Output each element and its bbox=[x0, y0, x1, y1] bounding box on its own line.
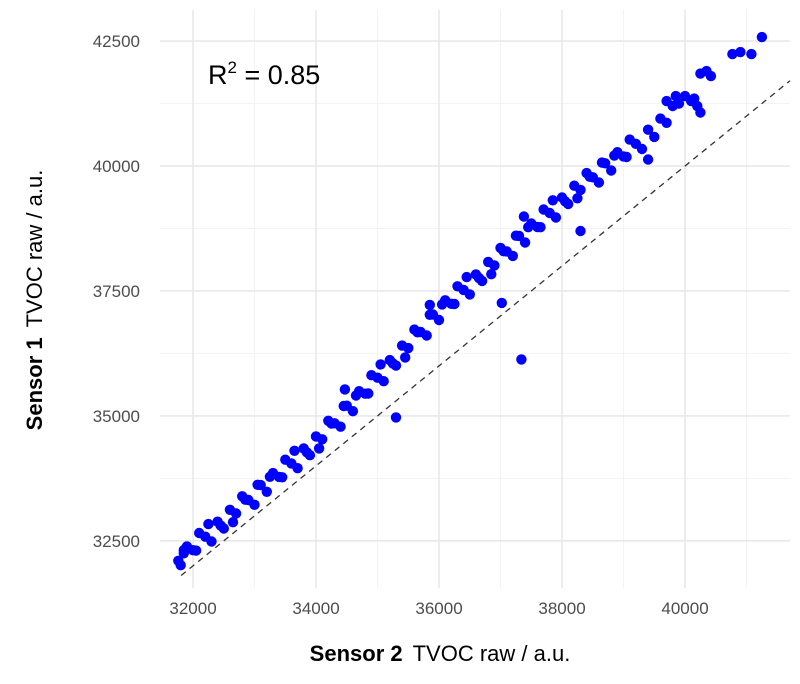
data-point bbox=[661, 117, 672, 128]
data-point bbox=[178, 548, 189, 559]
x-axis-ticks: 32000 34000 36000 38000 40000 bbox=[169, 599, 708, 618]
data-point bbox=[277, 472, 288, 483]
identity-reference-line bbox=[180, 80, 791, 577]
data-point bbox=[264, 471, 276, 482]
data-point bbox=[464, 289, 475, 300]
data-point bbox=[461, 271, 472, 283]
data-point bbox=[173, 555, 184, 566]
data-point bbox=[670, 90, 681, 102]
data-point bbox=[489, 260, 500, 271]
x-tick-label: 34000 bbox=[292, 599, 339, 618]
data-point bbox=[436, 299, 448, 310]
data-point bbox=[339, 384, 351, 395]
data-point bbox=[215, 520, 226, 531]
data-point bbox=[636, 143, 648, 155]
data-point bbox=[642, 154, 654, 165]
data-point bbox=[642, 124, 654, 135]
data-point bbox=[375, 359, 386, 370]
data-point bbox=[313, 443, 325, 454]
data-point bbox=[347, 406, 359, 417]
data-point bbox=[390, 412, 402, 423]
x-tick-label: 32000 bbox=[169, 599, 216, 618]
data-point bbox=[190, 545, 202, 556]
data-point bbox=[679, 90, 691, 102]
data-point bbox=[449, 298, 460, 310]
data-point bbox=[596, 157, 608, 168]
data-point bbox=[350, 390, 362, 401]
data-point bbox=[317, 434, 328, 445]
data-point bbox=[661, 95, 672, 107]
data-point bbox=[424, 309, 435, 320]
data-point bbox=[550, 212, 562, 223]
data-point bbox=[559, 196, 571, 207]
data-point bbox=[338, 400, 349, 412]
data-point bbox=[400, 352, 411, 363]
data-point bbox=[510, 230, 522, 241]
data-point bbox=[606, 165, 617, 176]
data-point bbox=[473, 272, 485, 284]
data-point bbox=[498, 246, 509, 257]
data-point bbox=[756, 31, 768, 43]
data-point bbox=[206, 536, 217, 547]
data-point bbox=[496, 297, 507, 309]
data-point bbox=[249, 499, 260, 510]
data-point bbox=[547, 195, 558, 206]
data-point bbox=[261, 486, 272, 497]
data-point bbox=[227, 517, 239, 528]
data-point bbox=[518, 211, 530, 222]
y-tick-label: 32500 bbox=[93, 532, 140, 551]
y-tick-label: 40000 bbox=[93, 157, 140, 176]
data-point bbox=[387, 358, 399, 369]
data-point bbox=[695, 68, 706, 79]
data-point bbox=[584, 171, 595, 182]
data-point bbox=[593, 177, 605, 188]
data-point bbox=[240, 494, 251, 505]
data-point bbox=[486, 269, 497, 280]
data-point bbox=[421, 330, 432, 341]
y-tick-label: 35000 bbox=[93, 407, 140, 426]
data-point bbox=[535, 222, 546, 233]
data-point bbox=[203, 518, 214, 530]
y-axis-ticks: 32500 35000 37500 40000 42500 bbox=[93, 32, 140, 551]
x-tick-label: 38000 bbox=[538, 599, 585, 618]
data-point bbox=[363, 388, 374, 399]
data-point bbox=[692, 100, 703, 112]
x-axis-title: Sensor 2 TVOC raw / a.u. bbox=[310, 641, 571, 666]
data-points bbox=[173, 31, 768, 571]
data-point bbox=[735, 46, 746, 58]
data-point bbox=[433, 314, 445, 326]
y-tick-label: 42500 bbox=[93, 32, 140, 51]
data-point bbox=[289, 445, 300, 456]
y-tick-label: 37500 bbox=[93, 282, 140, 301]
data-point bbox=[424, 299, 435, 311]
data-point bbox=[252, 479, 263, 490]
data-point bbox=[727, 48, 738, 60]
data-point bbox=[609, 150, 620, 161]
data-point bbox=[572, 193, 583, 204]
data-point bbox=[292, 463, 303, 474]
y-axis-title: Sensor 1TVOC raw / a.u. bbox=[22, 170, 47, 431]
data-point bbox=[519, 237, 531, 248]
data-point bbox=[326, 418, 337, 429]
data-point bbox=[746, 48, 757, 60]
data-point bbox=[523, 222, 534, 233]
data-point bbox=[335, 421, 346, 432]
data-point bbox=[412, 327, 423, 338]
data-point bbox=[575, 184, 586, 196]
x-tick-label: 36000 bbox=[415, 599, 462, 618]
x-tick-label: 40000 bbox=[661, 599, 708, 618]
data-point bbox=[649, 131, 660, 143]
r-squared-annotation: R2 = 0.85 bbox=[208, 58, 320, 90]
data-point bbox=[575, 225, 586, 237]
data-point bbox=[378, 376, 389, 387]
data-point bbox=[301, 447, 312, 458]
data-point bbox=[621, 151, 632, 163]
data-point bbox=[507, 250, 518, 262]
data-point bbox=[705, 70, 717, 82]
data-point bbox=[230, 508, 242, 519]
data-point bbox=[403, 342, 414, 354]
data-point bbox=[516, 354, 527, 365]
